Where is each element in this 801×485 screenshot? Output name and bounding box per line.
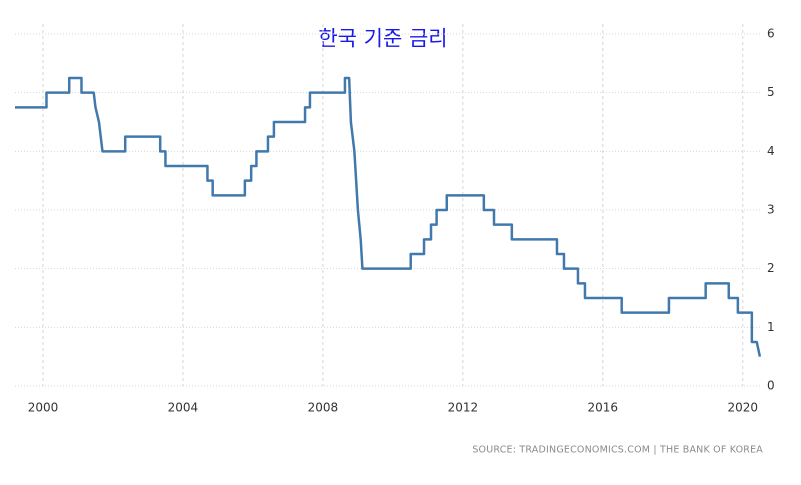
x-tick-label: 2004 xyxy=(168,401,199,415)
y-tick-label: 5 xyxy=(767,85,775,99)
chart-title: 한국 기준 금리 xyxy=(318,27,447,51)
x-tick-label: 2000 xyxy=(28,401,59,415)
line xyxy=(15,76,762,357)
source: SOURCE: TRADINGECONOMICS.COM | THE BANK … xyxy=(472,445,763,456)
y-tick-label: 2 xyxy=(767,261,775,275)
x-tick-label: 2012 xyxy=(448,401,479,415)
y-tick-label: 3 xyxy=(767,203,775,217)
y-tick-label: 6 xyxy=(767,27,775,41)
x-tick-label: 2008 xyxy=(308,401,339,415)
y-tick-label: 0 xyxy=(767,379,775,393)
y-tick-label: 4 xyxy=(767,144,775,158)
x-tick-label: 2016 xyxy=(588,401,619,415)
x-tick-label: 2020 xyxy=(727,401,758,415)
y-tick-label: 1 xyxy=(767,320,775,334)
